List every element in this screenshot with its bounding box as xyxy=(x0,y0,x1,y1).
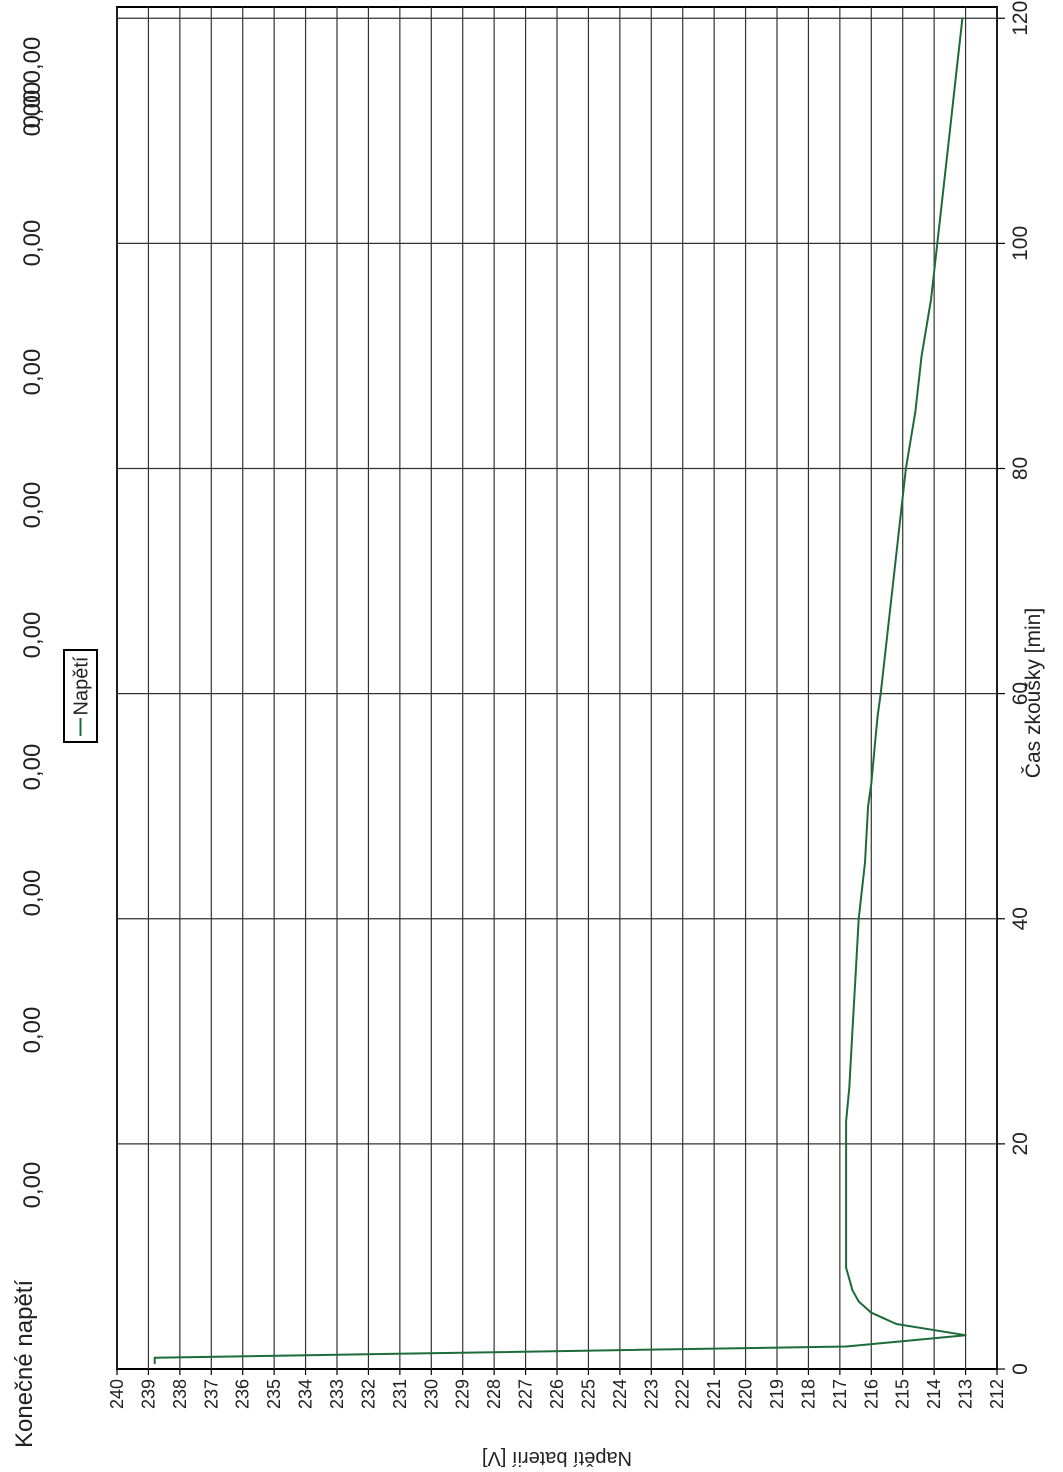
header-value-8: 0,00 xyxy=(19,90,46,137)
voltage-tick-label-228: 228 xyxy=(484,1379,504,1409)
voltage-tick-label-219: 219 xyxy=(767,1379,787,1409)
voltage-tick-label-240: 240 xyxy=(107,1379,127,1409)
series-point-0-1 xyxy=(153,1356,156,1359)
time-tick-label-0: 0 xyxy=(1009,1363,1032,1375)
header-value-9: 0,00 xyxy=(19,82,46,129)
series-point-0-36 xyxy=(961,17,964,20)
voltage-tick-label-226: 226 xyxy=(547,1379,567,1409)
legend-entry: Napětí xyxy=(71,656,93,715)
series-point-0-21 xyxy=(870,782,873,785)
voltage-tick-label-236: 236 xyxy=(233,1379,253,1409)
voltage-tick-label-221: 221 xyxy=(704,1379,724,1409)
series-point-0-18 xyxy=(857,917,860,920)
voltage-tick-label-237: 237 xyxy=(201,1379,221,1409)
series-point-0-14 xyxy=(845,1120,847,1123)
plot-area xyxy=(116,6,998,1370)
series-point-0-34 xyxy=(949,129,951,132)
series-point-0-13 xyxy=(845,1143,847,1145)
series-point-0-16 xyxy=(851,1030,854,1033)
header-value-7: 0,00 xyxy=(19,220,46,267)
voltage-tick-label-214: 214 xyxy=(924,1379,944,1409)
series-point-0-29 xyxy=(914,411,917,414)
header-value-5: 0,00 xyxy=(19,482,46,529)
series-point-0-15 xyxy=(848,1086,851,1089)
time-tick-label-20: 20 xyxy=(1009,1132,1032,1155)
voltage-axis-label: Napětí baterií [V] xyxy=(482,1447,632,1469)
time-tick-label-100: 100 xyxy=(1009,226,1032,261)
series-point-0-24 xyxy=(879,692,882,695)
voltage-tick-label-223: 223 xyxy=(641,1379,661,1409)
series-point-0-3 xyxy=(964,1334,967,1337)
voltage-tick-label-213: 213 xyxy=(956,1379,976,1409)
voltage-tick-label-231: 231 xyxy=(390,1379,410,1409)
series-point-0-12 xyxy=(845,1199,847,1202)
series-point-0-0 xyxy=(153,1362,156,1365)
time-tick-labels: 0 20 40 60 80 100 120 xyxy=(997,1,1032,1375)
series-point-0-33 xyxy=(942,186,945,189)
header-value-0: 0,00 xyxy=(19,1162,46,1209)
header-value-1: 0,00 xyxy=(19,1007,46,1054)
series-point-0-9 xyxy=(845,1266,847,1269)
series-point-0-7 xyxy=(851,1289,854,1292)
series-point-0-11 xyxy=(845,1233,847,1235)
series-point-0-19 xyxy=(864,861,866,864)
voltage-tick-label-218: 218 xyxy=(798,1379,818,1409)
series-point-0-28 xyxy=(905,467,907,470)
series-point-0-32 xyxy=(936,242,939,245)
series-point-0-6 xyxy=(857,1300,860,1303)
voltage-tick-label-227: 227 xyxy=(516,1379,536,1409)
time-tick-label-40: 40 xyxy=(1009,907,1032,930)
voltage-tick-label-220: 220 xyxy=(736,1379,756,1409)
series-lines xyxy=(153,17,967,1365)
time-axis-label: Čas zkoušky [min] xyxy=(1022,608,1045,778)
series-point-0-22 xyxy=(873,749,876,751)
series-point-0-8 xyxy=(848,1278,851,1280)
voltage-tick-label-239: 239 xyxy=(138,1379,158,1409)
header-value-3: 0,00 xyxy=(19,744,46,791)
voltage-tick-label-225: 225 xyxy=(578,1379,598,1409)
time-tick-label-120: 120 xyxy=(1009,1,1032,36)
series-point-0-17 xyxy=(854,974,857,976)
series-point-0-10 xyxy=(845,1255,847,1258)
series-point-0-25 xyxy=(886,636,888,639)
header-value-6: 0,00 xyxy=(19,349,46,396)
series-point-0-5 xyxy=(870,1311,873,1314)
series-point-0-31 xyxy=(930,298,932,301)
series-point-0-20 xyxy=(867,805,869,808)
voltage-tick-label-215: 215 xyxy=(893,1379,913,1409)
header-value-4: 0,00 xyxy=(19,612,46,659)
series-point-0-4 xyxy=(895,1323,898,1325)
voltage-tick-label-212: 212 xyxy=(987,1379,1007,1409)
final-voltage-label: Konečné napětí xyxy=(11,1280,38,1448)
time-tick-label-80: 80 xyxy=(1009,457,1032,480)
voltage-tick-label-222: 222 xyxy=(673,1379,693,1409)
voltage-tick-label-232: 232 xyxy=(358,1379,378,1409)
grid-lines xyxy=(116,7,998,1369)
voltage-tick-label-234: 234 xyxy=(296,1379,316,1409)
series-point-0-30 xyxy=(920,355,923,357)
series-point-0-2 xyxy=(845,1345,847,1348)
voltage-tick-labels: 212 213 214 215 216 217 218 219 220 221 222 223 224 2… xyxy=(107,1369,1007,1409)
voltage-tick-label-224: 224 xyxy=(610,1379,630,1409)
series-point-0-23 xyxy=(876,715,879,717)
time-tick-label-60: 60 xyxy=(1009,682,1032,705)
voltage-tick-label-235: 235 xyxy=(264,1379,284,1409)
header-row: Konečné napětí 0,000,000,000,000,000,000… xyxy=(11,37,46,1448)
header-value-10: 0,00 xyxy=(19,37,46,84)
voltage-tick-label-216: 216 xyxy=(861,1379,881,1409)
series-point-0-27 xyxy=(898,523,901,526)
voltage-tick-label-217: 217 xyxy=(830,1379,850,1409)
voltage-tick-label-229: 229 xyxy=(453,1379,473,1409)
legend: Napětí xyxy=(63,649,98,743)
voltage-tick-label-230: 230 xyxy=(421,1379,441,1409)
series-point-0-26 xyxy=(892,580,895,582)
voltage-tick-label-233: 233 xyxy=(327,1379,347,1409)
header-value-2: 0,00 xyxy=(19,870,46,917)
voltage-tick-label-238: 238 xyxy=(170,1379,190,1409)
series-point-0-35 xyxy=(955,73,957,76)
